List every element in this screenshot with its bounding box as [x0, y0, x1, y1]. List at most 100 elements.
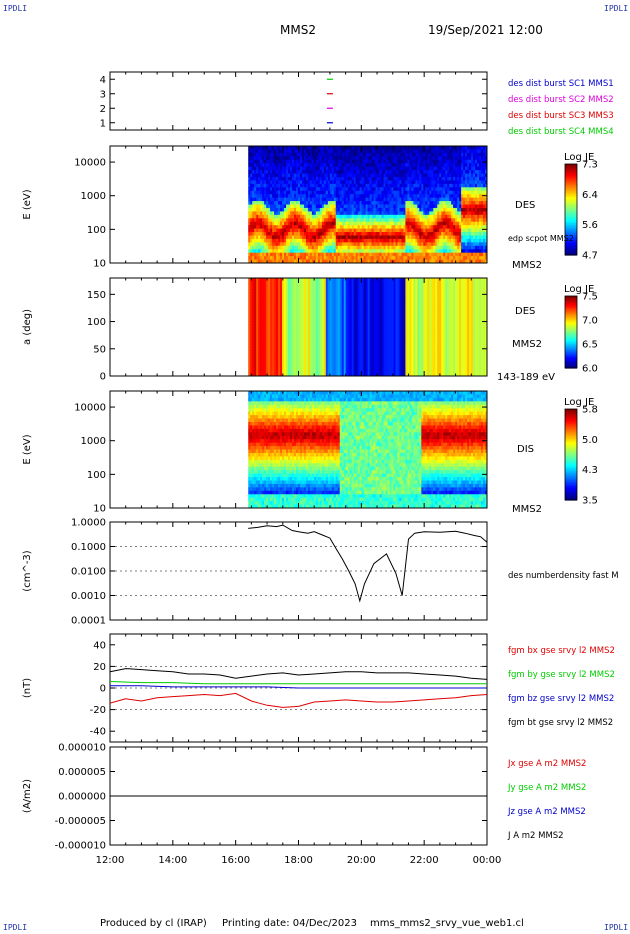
spectrogram-cell: [367, 159, 371, 164]
spectrogram-cell: [262, 159, 265, 164]
spectrogram-cell: [359, 228, 363, 233]
spectrogram-cell: [393, 180, 396, 185]
spectrogram-cell: [268, 204, 271, 209]
spectrogram-cell: [373, 256, 377, 261]
spectrogram-cell: [295, 159, 299, 164]
spectrogram-cell: [335, 259, 339, 264]
spectrogram-cell: [258, 190, 261, 195]
spectrogram-cell: [391, 149, 394, 154]
spectrogram-cell: [391, 207, 394, 212]
spectrogram-cell: [397, 238, 400, 243]
spectrogram-cell: [395, 197, 398, 202]
spectrogram-cell: [365, 163, 369, 168]
spectrogram-cell: [305, 214, 309, 219]
spectrogram-cell: [389, 204, 392, 209]
spectrogram-cell: [268, 242, 271, 247]
spectrogram-cell: [377, 211, 381, 216]
spectrogram-cell: [399, 235, 402, 240]
spectrogram-cell: [335, 163, 339, 168]
spectrogram-cell: [385, 218, 389, 223]
spectrogram-cell: [331, 166, 335, 171]
spectrogram-cell: [268, 232, 271, 236]
spectrogram-cell: [333, 166, 337, 171]
spectrogram-cell: [413, 204, 416, 209]
spectrogram-cell: [337, 218, 341, 223]
spectrogram-cell: [353, 214, 357, 219]
spectrogram-cell: [260, 201, 263, 205]
spectrogram-cell: [413, 256, 416, 261]
spectrogram-cell: [387, 256, 390, 261]
spectrogram-cell: [351, 163, 355, 168]
spectrogram-cell: [363, 259, 367, 264]
spectrogram-cell: [280, 166, 283, 171]
spectrogram-cell: [355, 235, 359, 240]
spectrogram-cell: [393, 249, 396, 254]
spectrogram-cell: [377, 152, 381, 157]
spectrogram-cell: [280, 190, 283, 195]
spectrogram-cell: [403, 218, 406, 223]
spectrogram-cell: [419, 173, 422, 178]
spectrogram-cell: [367, 166, 371, 171]
spectrogram-cell: [395, 245, 398, 250]
spectrogram-cell: [417, 207, 420, 212]
spectrogram-cell: [323, 232, 327, 236]
spectrogram-cell: [294, 173, 297, 178]
spectrogram-cell: [403, 221, 406, 226]
spectrogram-cell: [262, 146, 265, 150]
legend-entry: des dist burst SC3 MMS3: [508, 111, 614, 121]
spectrogram-cell: [311, 190, 315, 195]
spectrogram-cell: [383, 242, 387, 247]
spectrogram-cell: [315, 235, 319, 240]
spectrogram-cell: [258, 176, 261, 181]
spectrogram-cell: [373, 232, 377, 236]
spectrogram-cell: [407, 238, 410, 243]
spectrogram-cell: [409, 232, 412, 236]
spectrogram-cell: [343, 190, 347, 195]
spectrogram-cell: [258, 201, 261, 205]
spectrogram-cell: [288, 163, 291, 168]
spectrogram-cell: [409, 159, 412, 164]
spectrogram-cell: [367, 259, 371, 264]
spectrogram-cell: [323, 238, 327, 243]
spectrogram-cell: [294, 221, 297, 226]
spectrogram-cell: [361, 245, 365, 250]
spectrogram-cell: [297, 201, 301, 205]
spectrogram-cell: [260, 235, 263, 240]
spectrogram-cell: [325, 152, 329, 157]
spectrogram-cell: [282, 190, 285, 195]
spectrogram-cell: [288, 190, 291, 195]
spectrogram-cell: [393, 166, 396, 171]
spectrogram-cell: [377, 232, 381, 236]
spectrogram-cell: [288, 204, 291, 209]
spectrogram-cell: [357, 214, 361, 219]
spectrogram-cell: [415, 173, 418, 178]
spectrogram-cell: [272, 256, 275, 261]
spectrogram-cell: [363, 194, 367, 199]
spectrogram-cell: [309, 232, 313, 236]
spectrogram-cell: [295, 249, 299, 254]
spectrogram-cell: [417, 159, 420, 164]
spectrogram-cell: [264, 232, 267, 236]
spectrogram-cell: [373, 235, 377, 240]
spectrogram-cell: [375, 201, 379, 205]
spectrogram-cell: [250, 256, 253, 261]
spectrogram-cell: [252, 204, 255, 209]
spectrogram-cell: [256, 207, 259, 212]
spectrogram-cell: [317, 228, 321, 233]
spectrogram-cell: [297, 159, 301, 164]
spectrogram-cell: [301, 225, 305, 230]
spectrogram-cell: [361, 183, 365, 188]
spectrogram-cell: [407, 221, 410, 226]
spectrogram-cell: [276, 201, 279, 205]
spectrogram-cell: [341, 238, 345, 243]
spectrogram-cell: [288, 225, 291, 230]
spectrogram-cell: [274, 190, 277, 195]
spectrogram-cell: [315, 159, 319, 164]
spectrogram-cell: [276, 207, 279, 212]
spectrogram-cell: [417, 211, 420, 216]
spectrogram-cell: [321, 180, 325, 185]
spectrogram-cell: [407, 163, 410, 168]
spectrogram-cell: [270, 170, 273, 175]
spectrogram-cell: [299, 166, 303, 171]
spectrogram-cell: [327, 194, 331, 199]
